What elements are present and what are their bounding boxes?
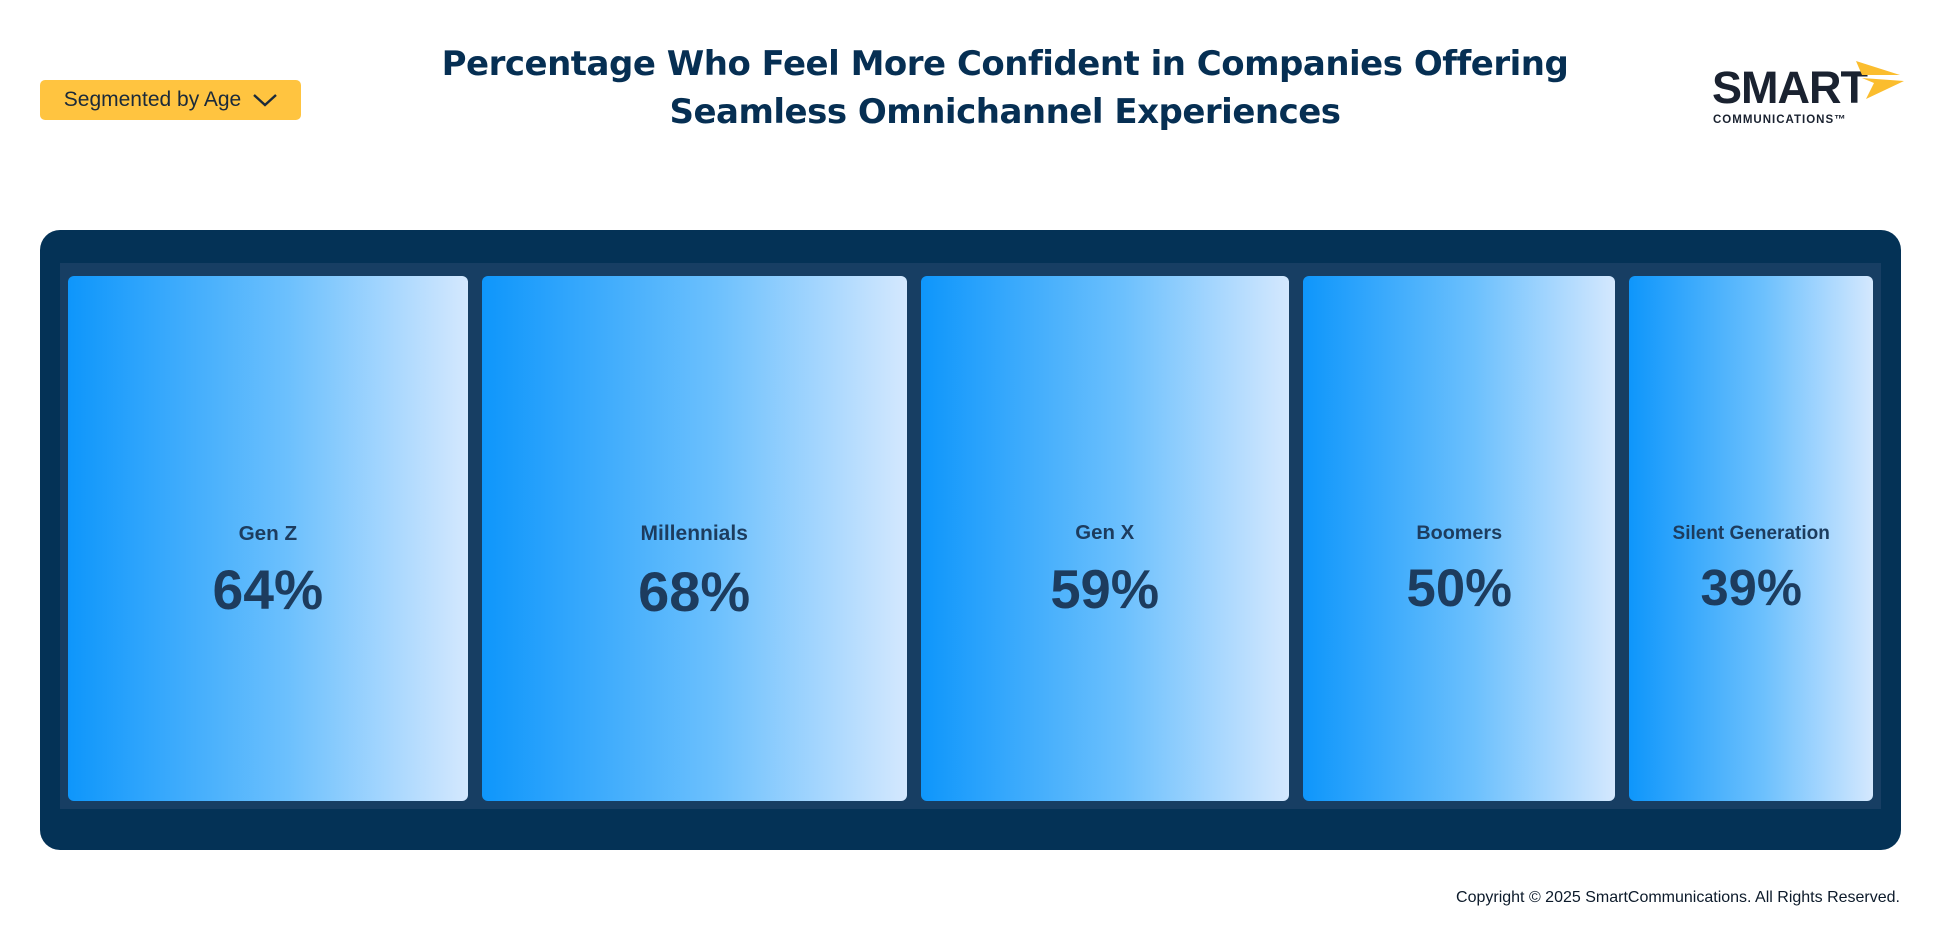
- chart-title-line-2: Seamless Omnichannel Experiences: [669, 92, 1341, 132]
- segment-by-dropdown[interactable]: Segmented by Age: [40, 80, 301, 120]
- chart-panel: Gen Z 64% Millennials 68% Gen X 59% Boomers 50%…: [40, 230, 1901, 850]
- chart-title: Percentage Who Feel More Confident in Co…: [400, 40, 1610, 136]
- category-label: Boomers: [1416, 522, 1503, 545]
- chevron-down-icon: [253, 94, 278, 107]
- chart-tiles-area: Gen Z 64% Millennials 68% Gen X 59% Boomers 50%…: [60, 263, 1881, 809]
- category-label: Silent Generation: [1672, 522, 1830, 544]
- bar-tile-gen-x: Gen X 59%: [920, 276, 1289, 801]
- bar-tile-silent-generation: Silent Generation 39%: [1629, 276, 1873, 801]
- chart-title-line-1: Percentage Who Feel More Confident in Co…: [441, 44, 1569, 84]
- smart-communications-logo: SMART COMMUNICATIONS™: [1710, 58, 1906, 132]
- value-label: 68%: [638, 559, 751, 623]
- value-label: 59%: [1050, 559, 1160, 621]
- bar-tile-gen-z: Gen Z 64%: [68, 276, 468, 801]
- value-label: 50%: [1406, 559, 1512, 618]
- category-label: Millennials: [640, 521, 748, 545]
- logo-subline: COMMUNICATIONS™: [1713, 114, 1847, 126]
- category-label: Gen Z: [238, 521, 298, 545]
- segment-by-label: Segmented by Age: [63, 88, 242, 111]
- value-label: 64%: [212, 559, 324, 622]
- bar-tile-boomers: Boomers 50%: [1303, 276, 1616, 801]
- copyright-text: Copyright © 2025 SmartCommunications. Al…: [1456, 889, 1900, 906]
- bar-tile-millennials: Millennials 68%: [481, 276, 907, 801]
- logo-wordmark: SMART: [1712, 62, 1868, 113]
- arrow-chevrons-icon: [1856, 61, 1904, 99]
- category-label: Gen X: [1075, 521, 1135, 544]
- value-label: 39%: [1700, 558, 1802, 616]
